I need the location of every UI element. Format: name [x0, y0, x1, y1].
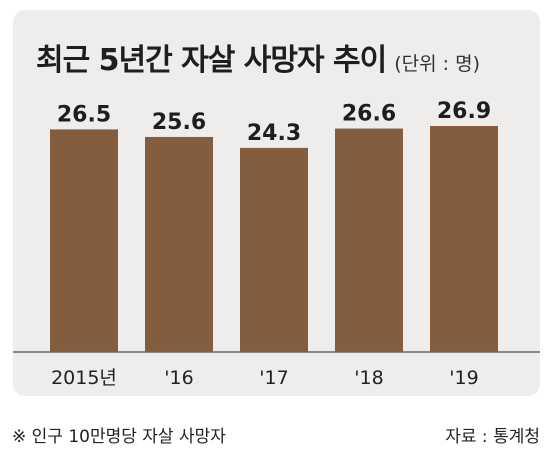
category-label-1: '16 — [164, 367, 193, 389]
value-label-1: 25.6 — [152, 110, 206, 135]
category-label-4: '19 — [449, 367, 478, 389]
unit-label: (단위 : 명) — [394, 53, 481, 75]
chart-title-row: 최근 5년간 자살 사망자 추이 (단위 : 명) — [36, 46, 480, 76]
value-label-3: 26.6 — [342, 102, 396, 127]
bar-0 — [50, 129, 118, 352]
chart-title: 최근 5년간 자살 사망자 추이 — [36, 43, 387, 78]
value-label-2: 24.3 — [247, 121, 301, 146]
bar-1 — [145, 136, 213, 352]
value-label-4: 26.9 — [437, 99, 491, 124]
bar-4 — [430, 126, 498, 352]
bar-3 — [335, 128, 403, 352]
source-credit: 자료 : 통계청 — [445, 427, 540, 447]
category-label-3: '18 — [354, 367, 383, 389]
bar-2 — [240, 147, 308, 352]
category-label-2: '17 — [259, 367, 288, 389]
value-label-0: 26.5 — [57, 102, 111, 127]
category-label-0: 2015년 — [51, 367, 117, 389]
footnote: ※ 인구 10만명당 자살 사망자 — [12, 427, 226, 447]
